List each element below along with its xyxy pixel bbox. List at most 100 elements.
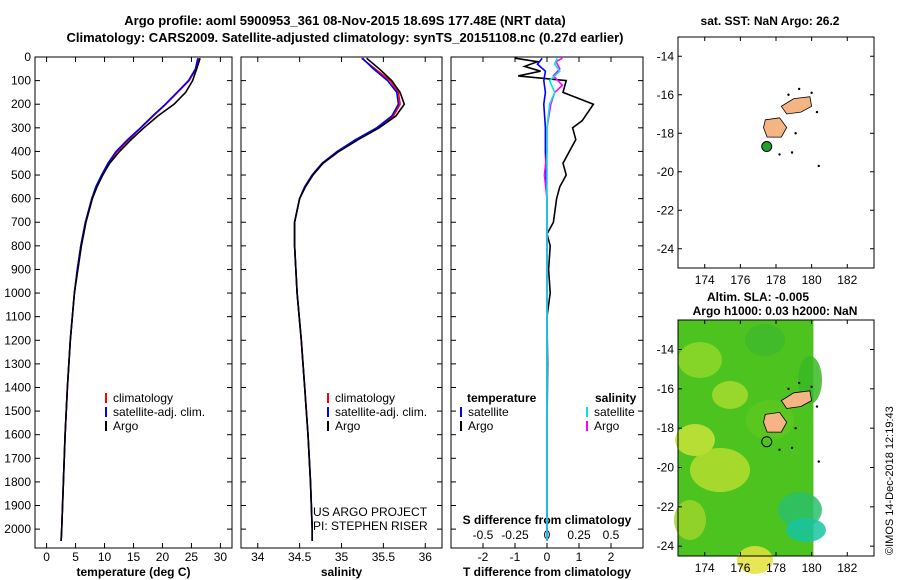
map-x-tick-label: 180 [802,561,822,575]
legend-label: satellite-adj. clim. [335,405,427,419]
small-island [797,381,801,385]
small-island [778,153,781,156]
legend-label: Argo [594,419,620,433]
map-y-tick-label: -20 [657,165,675,179]
plot-frame [240,56,443,549]
x-tick-label: 30 [214,550,228,564]
panel-salinity: 34 34.5 35 35.5 36 salinity climatologysatelli… [240,56,443,579]
s-tick-label: 0.25 [567,528,591,542]
sla-blob [712,381,748,409]
s-tick-label: -0.5 [473,528,494,542]
series-line-argo [293,57,406,541]
figure-title-line1: Argo profile: aoml 5900953_361 08-Nov-20… [124,13,566,28]
x-tick-label: -1 [510,550,521,564]
x-tick-label: 1 [576,550,583,564]
imos-credit: ©IMOS 14-Dec-2018 12:19:43 [884,406,896,555]
sla-blob [674,500,706,540]
x-tick-label: 34.5 [288,550,312,564]
y-tick-label: 300 [11,121,31,135]
x-tick-label: 0 [544,550,551,564]
series-line-temperature-argo [514,57,595,541]
panel-temperature: 0 5 10 15 20 25 300100200300400500600700800900… [4,50,233,579]
map-y-tick-label: -18 [657,421,675,435]
series-line-salinity-satellite [546,57,561,541]
y-tick-label: 1100 [5,310,31,324]
island-viti-levu [763,117,788,138]
map-y-tick-label: -14 [657,343,675,357]
legend-label: satellite-adj. clim. [113,405,205,419]
legend-label: climatology [113,391,173,405]
map-y-tick-label: -14 [657,49,675,63]
y-tick-label: 600 [11,192,31,206]
panel-sla-map: 174 176 178 180 182 -14 -16 -18 -20 -22 -24 [657,319,875,575]
small-island [810,385,813,389]
sst-map-title: sat. SST: NaN Argo: 26.2 [701,14,840,28]
plot-frame [34,56,233,549]
y-tick-label: 900 [11,262,31,276]
y-tick-label: 1800 [4,475,31,489]
x-axis-label: salinity [321,565,363,579]
series-line-argo [60,57,201,541]
map-x-tick-label: 180 [802,273,822,287]
small-island [787,387,790,391]
sla-map-title-line2: Argo h1000: 0.03 h2000: NaN [693,304,858,318]
credit-pi: PI: STEPHEN RISER [313,519,428,533]
x-tick-label: 20 [156,550,170,564]
island-vanua-levu [780,390,813,409]
map-x-tick-label: 178 [766,561,786,575]
sla-map-title-line1: Altim. SLA: -0.005 [707,290,809,304]
x-tick-label: 5 [72,550,79,564]
legend-title-salinity: salinity [595,391,637,405]
y-tick-label: 2000 [4,522,31,536]
x-tick-label: 35 [335,550,349,564]
y-tick-label: 1300 [4,357,31,371]
map-x-tick-label: 176 [730,273,750,287]
x-tick-label: 34 [251,550,265,564]
small-island [787,93,790,96]
small-island [810,91,813,95]
panel-sst-map: 174 176 178 180 182 -14 -16 -18 -20 -22 -24 [657,36,875,287]
argo-float-marker [761,141,773,153]
legend-label: satellite [468,405,509,419]
small-island [794,426,797,430]
x-tick-label: 2 [608,550,615,564]
s-tick-label: -0.25 [501,528,529,542]
y-tick-label: 200 [11,97,31,111]
map-frame [677,36,875,269]
legend-title-temperature: temperature [467,391,537,405]
x-tick-label: 10 [98,550,112,564]
legend-label: climatology [335,391,395,405]
map-y-tick-label: -24 [657,539,675,553]
map-y-tick-label: -16 [657,382,675,396]
y-tick-label: 1200 [4,333,31,347]
map-x-tick-label: 176 [730,561,750,575]
y-tick-label: 1500 [4,404,31,418]
x-tick-label: 25 [185,550,199,564]
legend-label: Argo [468,419,494,433]
island-vanua-levu [780,96,813,115]
small-island [815,405,819,408]
y-tick-label: 100 [11,74,31,88]
figure-title-line2: Climatology: CARS2009. Satellite-adjuste… [66,30,623,45]
legend-label: Argo [113,419,139,433]
legend-label: satellite [594,405,635,419]
map-y-tick-label: -20 [657,461,675,475]
sla-blob [786,518,826,542]
y-tick-label: 700 [11,215,31,229]
x-axis-label: temperature (deg C) [76,565,190,579]
chart-layer: 0 5 10 15 20 25 300100200300400500600700800900… [4,14,875,579]
small-island [790,151,794,154]
x-tick-label: 35.5 [372,550,396,564]
panel-difference: -2 -1 0 1 2T difference from climatology -0.5… [450,56,644,579]
y-tick-label: 0 [24,50,31,64]
small-island [794,132,797,135]
small-island [815,110,819,114]
map-x-tick-label: 182 [837,561,857,575]
legend-label: Argo [335,419,361,433]
small-island [790,446,794,450]
x-axis-label: T difference from climatology [463,565,631,579]
map-x-tick-label: 182 [837,273,857,287]
sla-blob [737,546,773,574]
small-island [817,460,820,463]
